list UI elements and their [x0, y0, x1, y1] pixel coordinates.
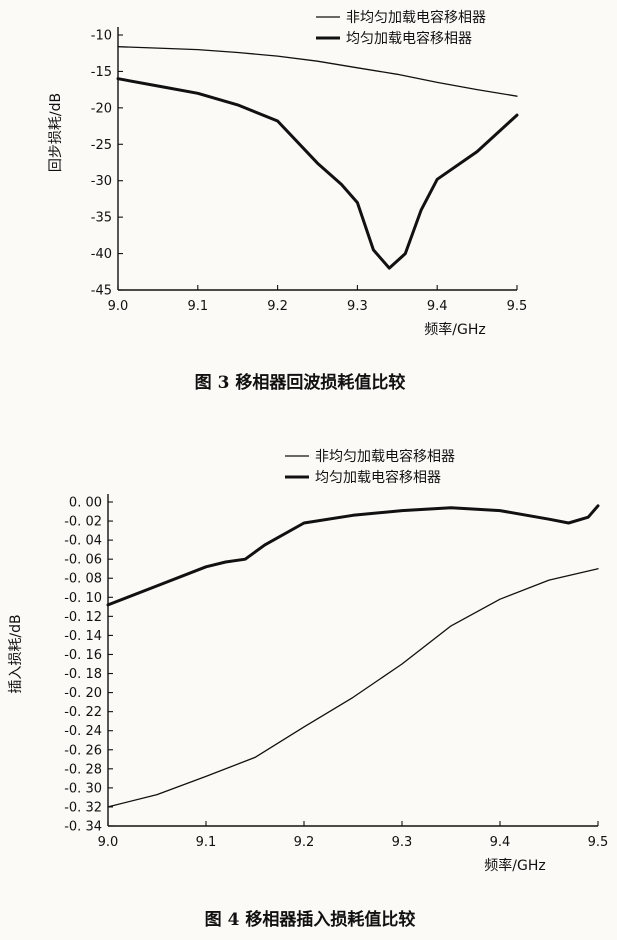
y-tick-label: -0. 28	[64, 762, 102, 777]
series-line-2	[106, 504, 600, 607]
y-tick-label: -0. 30	[64, 781, 102, 796]
y-tick-label: -0. 16	[64, 648, 102, 663]
x-tick-label: 9.0	[98, 835, 119, 850]
y-tick-label: -0. 10	[64, 591, 102, 606]
y-tick-label: -0. 18	[64, 667, 102, 682]
x-tick-label: 9.5	[588, 835, 609, 850]
y-tick-label: -0. 04	[64, 534, 102, 549]
figure-caption: 图 3 移相器回波损耗值比较	[195, 372, 406, 393]
x-tick-label: 9.4	[490, 835, 511, 850]
figure-caption: 图 4 移相器插入损耗值比较	[205, 909, 416, 930]
y-tick-label: -25	[91, 138, 112, 153]
legend-entry-1: 非均匀加载电容移相器	[346, 9, 486, 26]
y-tick-label: -0. 14	[64, 629, 102, 644]
y-tick-label: -0. 22	[64, 705, 102, 720]
series-line-2	[116, 77, 519, 270]
series-line-1	[117, 46, 518, 97]
y-tick-label: -0. 32	[64, 800, 102, 815]
y-tick-label: 0. 00	[69, 496, 102, 511]
x-tick-label: 9.2	[294, 835, 315, 850]
y-tick-label: -10	[91, 29, 112, 44]
y-tick-label: -0. 24	[64, 724, 102, 739]
x-tick-label: 9.1	[196, 835, 217, 850]
y-tick-label: -40	[91, 247, 112, 262]
series-line-1	[107, 568, 599, 808]
return-loss-chart: -10 -15 -20 -25 -30 -35 -40 -459.0 9.1 9.2 9.3 9.4 9…	[48, 9, 528, 393]
x-tick-label: 9.4	[427, 299, 448, 314]
x-tick-label: 9.0	[108, 299, 129, 314]
legend-entry-2: 均匀加载电容移相器	[315, 469, 441, 486]
y-tick-label: -20	[91, 101, 112, 116]
x-tick-label: 9.1	[187, 299, 208, 314]
x-axis-label: 频率/GHz	[484, 857, 545, 874]
y-tick-label: -35	[91, 211, 112, 226]
y-tick-label: -0. 34	[64, 820, 102, 835]
y-axis-label: 回步损耗/dB	[48, 93, 64, 172]
x-tick-label: 9.5	[507, 299, 528, 314]
y-tick-label: -0. 08	[64, 572, 102, 587]
x-tick-label: 9.3	[347, 299, 368, 314]
y-tick-label: -0. 06	[64, 553, 102, 568]
x-tick-label: 9.2	[267, 299, 288, 314]
y-tick-label: -0. 20	[64, 686, 102, 701]
y-tick-label: -45	[91, 284, 112, 299]
legend-entry-2: 均匀加载电容移相器	[346, 30, 472, 47]
y-tick-label: -15	[91, 65, 112, 80]
y-axis-label: 插入损耗/dB	[8, 614, 24, 693]
y-tick-label: -0. 12	[64, 610, 102, 625]
insertion-loss-chart: 0. 00 -0. 02 -0. 04 -0. 06 -0. 08 -0. 10 -0. 1…	[8, 448, 609, 930]
x-axis-label: 频率/GHz	[424, 321, 485, 338]
y-tick-label: -0. 26	[64, 743, 102, 758]
legend-entry-1: 非均匀加载电容移相器	[315, 448, 455, 465]
x-tick-label: 9.3	[392, 835, 413, 850]
y-tick-label: -30	[91, 174, 112, 189]
y-tick-label: -0. 02	[64, 515, 102, 530]
